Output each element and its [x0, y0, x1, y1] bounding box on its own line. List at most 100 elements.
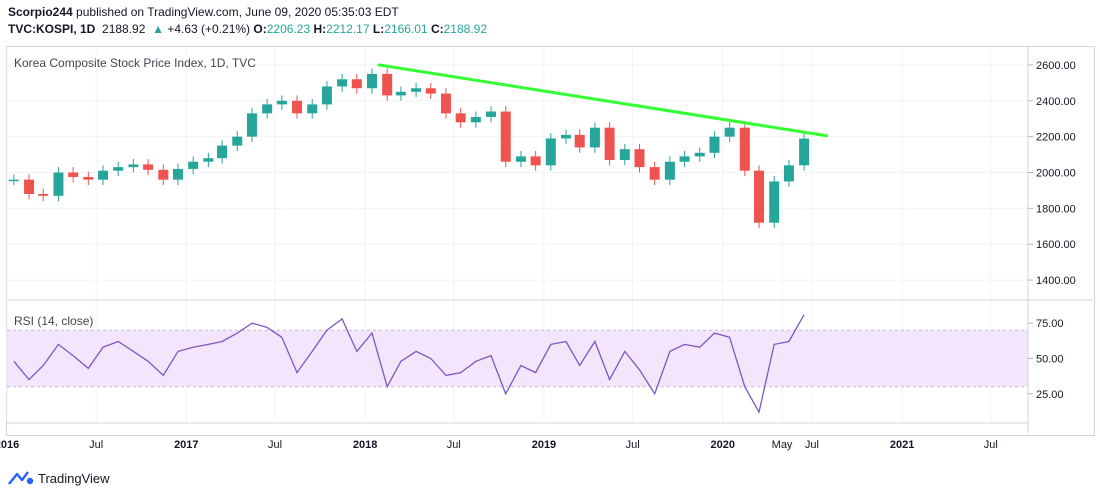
price-tick-label: 1800.00: [1036, 203, 1076, 215]
tradingview-logo[interactable]: TradingView: [8, 470, 110, 486]
candle-body[interactable]: [619, 149, 630, 160]
rsi-axis[interactable]: 25.00 50.00 75.00: [1028, 318, 1064, 401]
tradingview-logo-icon: [8, 471, 34, 485]
candle-body[interactable]: [292, 100, 303, 114]
close-value: 2188.92: [443, 22, 488, 36]
candle-body[interactable]: [754, 170, 765, 223]
candle-body[interactable]: [98, 170, 109, 180]
price-change: +4.63 (+0.21%): [167, 22, 251, 36]
candle-body[interactable]: [382, 73, 393, 96]
candle-body[interactable]: [724, 127, 735, 137]
open-value: 2206.23: [266, 22, 311, 36]
candle-body[interactable]: [8, 179, 19, 182]
candle-body[interactable]: [799, 138, 810, 166]
time-tick-label: Jul: [447, 439, 461, 451]
candle-body[interactable]: [561, 134, 572, 139]
candle-body[interactable]: [709, 136, 720, 153]
candle-body[interactable]: [589, 127, 600, 148]
candle-body[interactable]: [337, 79, 348, 87]
candle-body[interactable]: [321, 86, 332, 105]
candle-body[interactable]: [769, 181, 780, 223]
price-tick-label: 1600.00: [1036, 239, 1076, 251]
candle-body[interactable]: [604, 127, 615, 160]
close-label: C:: [430, 22, 444, 36]
candle-body[interactable]: [113, 167, 124, 171]
price-tick-label: 2600.00: [1036, 60, 1076, 72]
time-tick-label: Jul: [626, 439, 640, 451]
time-tick-label: 2017: [174, 439, 198, 451]
price-candles: [8, 68, 810, 229]
high-value: 2212.17: [326, 22, 370, 36]
candle-body[interactable]: [634, 149, 645, 168]
price-tick-label: 2400.00: [1036, 96, 1076, 108]
candle-body[interactable]: [83, 176, 94, 180]
candle-body[interactable]: [172, 168, 183, 180]
candle-body[interactable]: [38, 194, 49, 196]
candle-body[interactable]: [128, 164, 139, 168]
main-pane-title[interactable]: Korea Composite Stock Price Index, 1D, T…: [14, 56, 256, 70]
time-tick-label: 2021: [890, 439, 914, 451]
trendline[interactable]: [377, 63, 829, 138]
publish-text: published on TradingView.com, June 09, 2…: [76, 5, 399, 19]
time-tick-label: 2018: [353, 439, 377, 451]
ohlc-bar: TVC:KOSPI, 1D 2188.92 ▲ +4.63 (+0.21%) O…: [8, 21, 487, 37]
high-label: H:: [313, 22, 327, 36]
candle-body[interactable]: [545, 138, 556, 166]
open-label: O:: [253, 22, 267, 36]
time-tick-label: 2016: [0, 439, 19, 451]
candle-body[interactable]: [203, 158, 214, 162]
price-tick-label: 1400.00: [1036, 275, 1076, 287]
price-axis[interactable]: 1400.00 1600.00 1800.00 2000.00 2200.00 2400.…: [7, 47, 1076, 433]
candle-body[interactable]: [232, 136, 243, 146]
candle-body[interactable]: [486, 111, 497, 117]
candle-body[interactable]: [649, 167, 660, 180]
candle-body[interactable]: [68, 172, 79, 177]
rsi-tick-label: 75.00: [1036, 318, 1064, 330]
candle-body[interactable]: [366, 73, 377, 89]
rsi-tick-label: 50.00: [1036, 353, 1064, 365]
candle-body[interactable]: [307, 104, 318, 114]
last-price: 2188.92: [102, 22, 146, 36]
time-tick-label: Jul: [984, 439, 998, 451]
candle-body[interactable]: [783, 165, 794, 182]
low-label: L:: [372, 22, 385, 36]
candle-body[interactable]: [188, 161, 199, 169]
candle-body[interactable]: [351, 79, 362, 89]
candle-body[interactable]: [664, 161, 675, 180]
candle-body[interactable]: [679, 156, 690, 162]
price-tick-label: 2200.00: [1036, 132, 1076, 144]
candle-body[interactable]: [53, 172, 64, 196]
candle-body[interactable]: [739, 127, 750, 171]
time-tick-label: Jul: [805, 439, 819, 451]
candle-body[interactable]: [515, 156, 526, 162]
candle-body[interactable]: [470, 116, 481, 123]
candle-body[interactable]: [500, 111, 511, 162]
time-tick-label: Jul: [89, 439, 103, 451]
price-tick-label: 2000.00: [1036, 168, 1076, 180]
candle-body[interactable]: [411, 88, 422, 92]
rsi-tick-label: 25.00: [1036, 389, 1064, 401]
candle-body[interactable]: [395, 91, 406, 96]
author-name[interactable]: Scorpio244: [8, 5, 73, 19]
candle-body[interactable]: [246, 113, 257, 137]
candle-body[interactable]: [440, 93, 451, 114]
candle-body[interactable]: [262, 104, 273, 114]
time-tick-label: 2020: [711, 439, 735, 451]
candle-body[interactable]: [217, 145, 228, 159]
candle-body[interactable]: [530, 156, 541, 166]
candle-body[interactable]: [425, 88, 436, 94]
low-value: 2166.01: [384, 22, 428, 36]
time-axis[interactable]: 2016 Jul 2017 Jul 2018 Jul 2019 Jul 2020 May Jul 20…: [0, 439, 998, 451]
candle-body[interactable]: [24, 179, 35, 195]
rsi-pane-title[interactable]: RSI (14, close): [14, 314, 94, 328]
candle-body[interactable]: [158, 169, 169, 180]
candle-body[interactable]: [143, 164, 154, 170]
candle-body[interactable]: [574, 134, 585, 148]
rsi-band: [7, 330, 1028, 387]
tradingview-brand: TradingView: [38, 470, 110, 486]
candle-body[interactable]: [455, 113, 466, 123]
candle-body[interactable]: [694, 152, 705, 157]
candle-body[interactable]: [276, 100, 287, 105]
rsi-line: [13, 314, 805, 414]
